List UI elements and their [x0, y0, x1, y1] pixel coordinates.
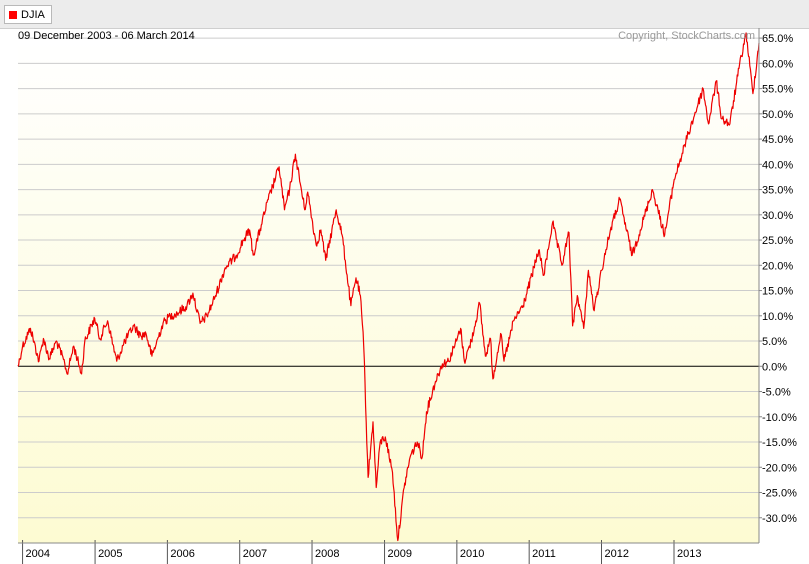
- y-axis-labels: 65.0% 60.0% 55.0% 50.0% 45.0% 40.0% 35.0% 30.0%…: [762, 33, 797, 525]
- series-line-djia: [17, 32, 760, 542]
- y-tick-label: 0.0%: [762, 361, 787, 373]
- y-tick-label: 60.0%: [762, 58, 793, 70]
- y-tick-label: -15.0%: [762, 437, 797, 449]
- y-tick-label: 30.0%: [762, 210, 793, 222]
- x-axis-labels: 2004 2005 2006 2007 2008 2009 2010 2011 2012 2013: [26, 548, 702, 560]
- legend-item-djia[interactable]: DJIA: [4, 5, 52, 24]
- x-tick-label: 2008: [315, 548, 339, 560]
- x-tick-label: 2004: [26, 548, 50, 560]
- y-tick-label: 20.0%: [762, 260, 793, 272]
- x-tick-label: 2009: [388, 548, 412, 560]
- copyright-label: Copyright, StockCharts.com: [618, 30, 755, 42]
- y-tick-label: -30.0%: [762, 513, 797, 525]
- x-tick-label: 2005: [98, 548, 122, 560]
- y-tick-label: 25.0%: [762, 235, 793, 247]
- y-tick-label: 45.0%: [762, 134, 793, 146]
- x-tick-label: 2012: [604, 548, 628, 560]
- y-tick-label: 10.0%: [762, 311, 793, 323]
- x-tick-label: 2007: [243, 548, 267, 560]
- x-tick-label: 2013: [677, 548, 701, 560]
- y-tick-label: -5.0%: [762, 387, 791, 399]
- y-tick-label: 40.0%: [762, 159, 793, 171]
- x-tick-label: 2011: [532, 548, 556, 560]
- legend-label: DJIA: [21, 8, 45, 21]
- x-tick-label: 2006: [170, 548, 194, 560]
- legend-swatch: [9, 10, 17, 19]
- x-tick-label: 2010: [460, 548, 484, 560]
- legend-bar: DJIA: [0, 0, 809, 29]
- y-tick-label: -20.0%: [762, 462, 797, 474]
- y-tick-label: 55.0%: [762, 84, 793, 96]
- y-tick-label: 5.0%: [762, 336, 787, 348]
- y-tick-label: 35.0%: [762, 185, 793, 197]
- y-tick-label: -10.0%: [762, 412, 797, 424]
- date-range-label: 09 December 2003 - 06 March 2014: [18, 30, 195, 42]
- y-tick-label: 50.0%: [762, 109, 793, 121]
- plot-background: [18, 42, 759, 543]
- y-tick-label: 65.0%: [762, 33, 793, 45]
- y-tick-label: -25.0%: [762, 488, 797, 500]
- y-tick-label: 15.0%: [762, 286, 793, 298]
- grid-lines: [18, 37, 762, 564]
